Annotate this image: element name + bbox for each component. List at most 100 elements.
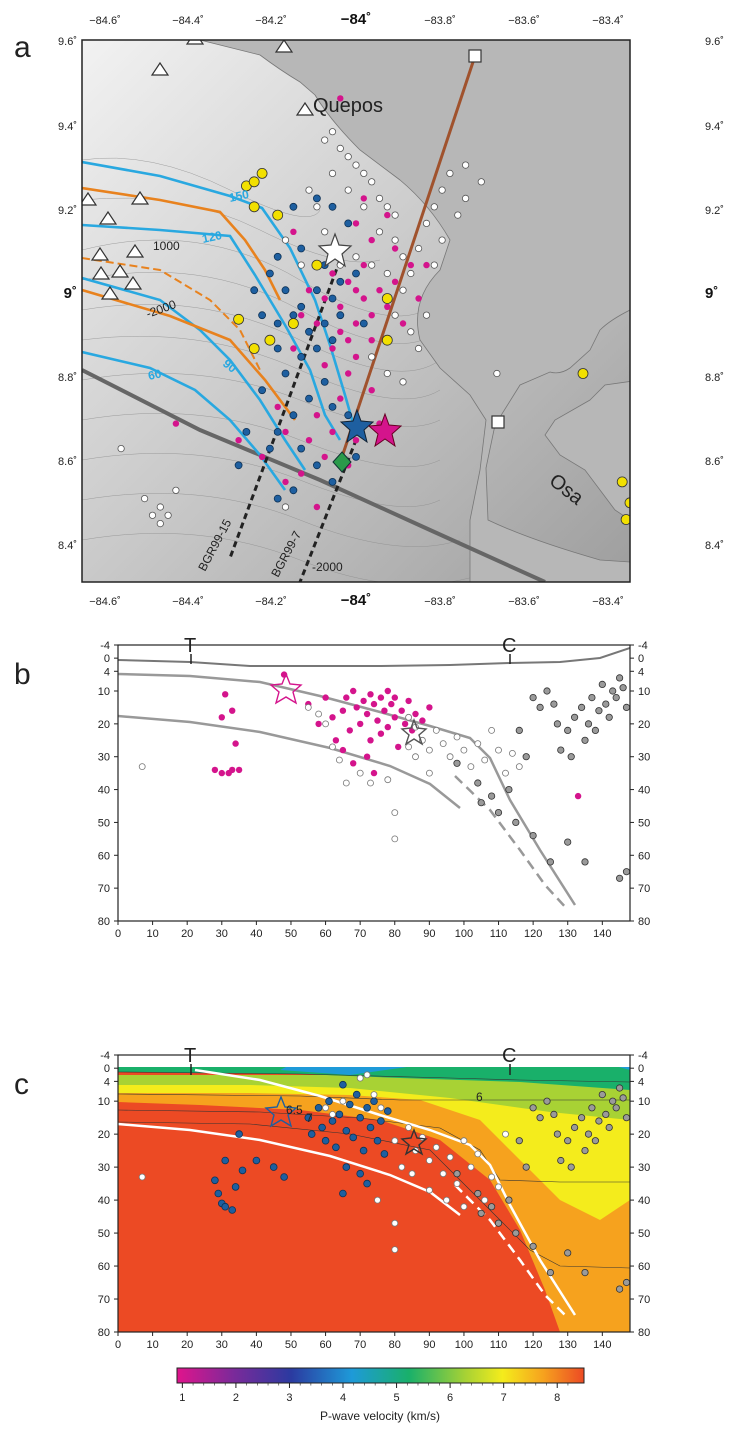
hypocenter-magenta	[350, 688, 356, 694]
x-tick-label: 0	[115, 928, 121, 940]
lon-tick-top: −84˚	[341, 11, 371, 28]
epicenter-magenta	[353, 220, 359, 226]
hypocenter-grey	[454, 1171, 460, 1177]
lon-tick-bottom: −83.4˚	[592, 596, 624, 608]
hypocenter-magenta	[378, 731, 384, 737]
hypocenter-white	[371, 1092, 377, 1098]
hypocenter-blue	[329, 1118, 336, 1125]
epicenter-white	[400, 379, 406, 385]
epicenter-white	[157, 504, 163, 510]
hypocenter-magenta	[575, 793, 581, 799]
hypocenter-grey	[623, 869, 629, 875]
hypocenter-blue	[253, 1157, 260, 1164]
epicenter-yellow	[382, 335, 392, 345]
hypocenter-blue	[336, 1111, 343, 1118]
contour-label-7: 7	[306, 1111, 313, 1125]
epicenter-yellow	[249, 177, 259, 187]
bathymetry-label-1000: 1000	[153, 239, 180, 253]
hypocenter-blue	[229, 1207, 236, 1214]
hypocenter-blue	[381, 1151, 388, 1158]
hypocenter-white	[496, 1184, 502, 1190]
x-tick-label: 50	[285, 928, 297, 940]
y-tick-label-left: 70	[98, 883, 110, 895]
x-tick-label: 10	[146, 928, 158, 940]
hypocenter-blue	[333, 1144, 340, 1151]
lat-tick-right: 9˚	[705, 285, 718, 302]
lon-tick-bottom: −84.4˚	[172, 596, 204, 608]
epicenter-magenta	[353, 287, 359, 293]
epicenter-blue	[290, 412, 297, 419]
panel-b-plot	[118, 645, 630, 921]
station-square	[492, 416, 504, 428]
epicenter-blue	[290, 203, 297, 210]
y-tick-label-right: -4	[638, 640, 648, 652]
hypocenter-blue	[367, 1124, 374, 1131]
epicenter-blue	[313, 287, 320, 294]
epicenter-white	[322, 229, 328, 235]
hypocenter-white	[454, 734, 460, 740]
hypocenter-white	[426, 1187, 432, 1193]
colorbar-tick-label: 7	[501, 1392, 507, 1404]
hypocenter-grey	[592, 727, 598, 733]
x-tick-label: 100	[455, 928, 473, 940]
hypocenter-magenta	[392, 714, 398, 720]
hypocenter-grey	[620, 1095, 626, 1101]
x-tick-label: 10	[146, 1339, 158, 1351]
hypocenter-white	[139, 764, 145, 770]
hypocenter-white	[509, 750, 515, 756]
lat-tick-left: 9.6˚	[58, 36, 77, 48]
hypocenter-magenta	[333, 737, 339, 743]
hypocenter-magenta	[219, 714, 225, 720]
hypocenter-white	[368, 780, 374, 786]
place-label-quepos: Quepos	[313, 95, 383, 117]
epicenter-white	[376, 195, 382, 201]
hypocenter-white	[461, 1138, 467, 1144]
hypocenter-grey	[513, 1230, 519, 1236]
epicenter-blue	[298, 245, 305, 252]
epicenter-blue	[329, 295, 336, 302]
epicenter-white	[369, 354, 375, 360]
hypocenter-grey	[610, 688, 616, 694]
hypocenter-blue	[357, 1170, 364, 1177]
epicenter-yellow	[617, 477, 627, 487]
epicenter-white	[282, 237, 288, 243]
hypocenter-magenta	[222, 691, 228, 697]
hypocenter-blue	[364, 1180, 371, 1187]
epicenter-blue	[313, 462, 320, 469]
epicenter-magenta	[353, 437, 359, 443]
y-tick-label-left: -4	[100, 640, 110, 652]
epicenter-blue	[321, 378, 328, 385]
station-square	[662, 244, 674, 256]
hypocenter-magenta	[419, 717, 425, 723]
colorbar-tick-label: 3	[286, 1392, 292, 1404]
hypocenter-magenta	[405, 698, 411, 704]
epicenter-blue	[282, 287, 289, 294]
epicenter-white	[369, 262, 375, 268]
lat-tick-left: 9.4˚	[58, 121, 77, 133]
epicenter-white	[494, 370, 500, 376]
epicenter-magenta	[415, 295, 421, 301]
x-tick-label: 120	[524, 1339, 542, 1351]
hypocenter-blue	[222, 1157, 229, 1164]
hypocenter-grey	[606, 714, 612, 720]
lon-tick-top: −83.6˚	[508, 15, 540, 27]
hypocenter-white	[433, 727, 439, 733]
hypocenter-white	[426, 770, 432, 776]
x-tick-label: 60	[319, 928, 331, 940]
hypocenter-blue	[384, 1108, 391, 1115]
y-tick-label-left: 10	[98, 686, 110, 698]
epicenter-white	[400, 254, 406, 260]
contour-label-6-5: 6.5	[286, 1103, 303, 1117]
epicenter-white	[423, 312, 429, 318]
epicenter-yellow	[288, 319, 298, 329]
hypocenter-white	[482, 1197, 488, 1203]
epicenter-blue	[313, 345, 320, 352]
hypocenter-white	[475, 741, 481, 747]
hypocenter-white	[330, 1111, 336, 1117]
x-tick-label: 110	[490, 1339, 508, 1351]
hypocenter-white	[399, 1164, 405, 1170]
hypocenter-grey	[582, 1269, 588, 1275]
hypocenter-grey	[530, 1243, 536, 1249]
station-square	[657, 185, 669, 197]
